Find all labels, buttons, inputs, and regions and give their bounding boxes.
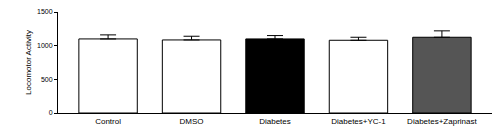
svg-text:Locomotor Activity: Locomotor Activity (24, 30, 33, 95)
svg-text:DMSO: DMSO (180, 117, 204, 126)
svg-text:Diabetes: Diabetes (259, 117, 291, 126)
svg-text:Control: Control (95, 117, 121, 126)
svg-text:500: 500 (41, 76, 53, 83)
svg-text:1500: 1500 (37, 8, 53, 15)
svg-text:0: 0 (49, 109, 53, 116)
svg-text:1000: 1000 (37, 42, 53, 49)
svg-text:Diabetes+Zaprinast: Diabetes+Zaprinast (407, 117, 477, 126)
svg-text:Diabetes+YC-1: Diabetes+YC-1 (331, 117, 386, 126)
